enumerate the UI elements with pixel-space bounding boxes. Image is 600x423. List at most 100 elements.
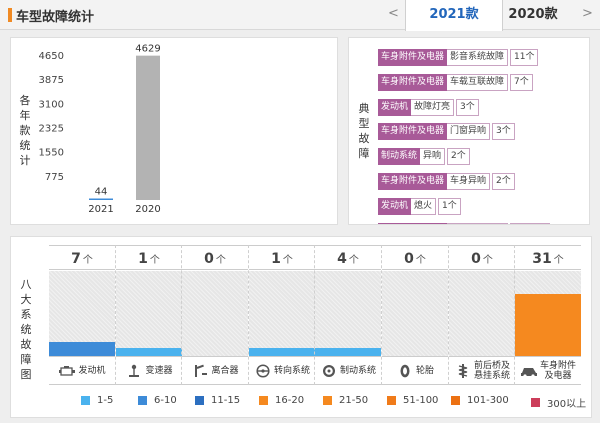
count-unit: 个 <box>149 255 160 266</box>
fault-row[interactable]: 车身附件及电器 车载互联故障 7个 <box>378 73 550 91</box>
system-column[interactable]: 0 个轮胎 <box>382 245 448 385</box>
legend-item: 300以上 <box>531 395 586 410</box>
fault-count: 1471个 <box>510 222 550 224</box>
year-stats-panel: 各 年 款 统 计 775 1550 2325 3100 3875 4650 44 2021 4… <box>10 37 338 225</box>
ylabel-char: 各 <box>19 94 31 107</box>
system-column[interactable]: 31 个车身附件 及电器 <box>515 245 581 385</box>
legend-swatch <box>195 396 204 405</box>
car-body-icon <box>520 364 538 378</box>
prev-arrow-icon[interactable]: < <box>388 6 399 21</box>
system-name-cell: 轮胎 <box>382 356 448 385</box>
ylabel-char: 统 <box>19 139 31 152</box>
suspension-icon <box>454 363 472 378</box>
year-bar-chart: 775 1550 2325 3100 3875 4650 44 2021 4629 2020 <box>39 44 161 215</box>
label-char: 统 <box>20 323 32 336</box>
fault-row[interactable]: 发动机 故障灯亮 3个 <box>378 98 550 116</box>
tab-2021[interactable]: 2021款 <box>405 0 503 31</box>
system-bar-area <box>49 271 115 356</box>
legend-label: 16-20 <box>275 395 305 406</box>
system-bar[interactable] <box>249 348 315 356</box>
legend-label: 21-50 <box>339 395 369 406</box>
system-name: 车身附件 及电器 <box>539 360 576 381</box>
bar-value-label: 44 <box>95 187 108 198</box>
x-tick-label: 2020 <box>135 204 160 215</box>
system-column[interactable]: 4 个制动系统 <box>315 245 381 385</box>
legend-item: 1-5 <box>81 395 113 406</box>
fault-count: 2个 <box>492 172 515 190</box>
fault-count: 7个 <box>510 73 533 91</box>
system-bar[interactable] <box>515 294 581 356</box>
legend-swatch <box>387 396 396 405</box>
fault-list: 车身附件及电器 影音系统故障 11个 车身附件及电器 车载互联故障 7个 发动机 故障灯亮 3个… <box>378 49 550 224</box>
label-char: 障 <box>20 353 32 366</box>
system-column[interactable]: 7 个发动机 <box>49 245 115 385</box>
count-number: 1 <box>271 251 281 267</box>
fault-count: 11个 <box>510 49 539 66</box>
bar-2020[interactable] <box>136 55 160 200</box>
severity-legend: 1-5 6-10 11-15 16-20 21-50 51-100 101-300 300以上 <box>81 395 591 410</box>
fault-row[interactable]: 发动机 熄火 1个 <box>378 197 550 215</box>
label-char: 系 <box>20 308 32 321</box>
bar-value-label: 4629 <box>135 44 160 55</box>
system-faults-label: 八 大 系 统 故 障 图 <box>19 277 33 382</box>
system-column[interactable]: 1 个转向系统 <box>249 245 315 385</box>
fault-row[interactable]: 车身附件及电器影音系统故障1471个 <box>378 222 550 224</box>
system-bar-area <box>182 271 248 356</box>
fault-category-tag: 车身附件及电器 <box>378 172 448 190</box>
system-bar-area <box>116 271 182 356</box>
system-column[interactable]: 1 个变速器 <box>116 245 182 385</box>
system-bar[interactable] <box>116 348 182 356</box>
fault-name: 异响 <box>420 148 446 166</box>
y-tick-label: 1550 <box>39 148 64 159</box>
system-name-cell: 变速器 <box>116 356 182 385</box>
column-divider <box>314 245 315 385</box>
system-bar[interactable] <box>315 348 381 356</box>
legend-label: 6-10 <box>154 395 177 406</box>
count-unit: 个 <box>553 255 564 266</box>
legend-item: 51-100 <box>387 395 438 406</box>
fault-row[interactable]: 制动系统 异响 2个 <box>378 148 550 166</box>
system-bar[interactable] <box>49 342 115 356</box>
header-bar: 车型故障统计 < 2021款 2020款 > <box>0 0 600 31</box>
system-column[interactable]: 0 个离合器 <box>182 245 248 385</box>
legend-label: 1-5 <box>97 395 114 406</box>
year-chart-ylabel: 各 年 款 统 计 <box>19 93 31 168</box>
system-bar-area <box>382 271 448 356</box>
count-unit: 个 <box>482 255 493 266</box>
legend-item: 21-50 <box>323 395 368 406</box>
system-column[interactable]: 0 个前后桥及 悬挂系统 <box>449 245 515 385</box>
legend-item: 16-20 <box>259 395 304 406</box>
system-bar-area <box>449 271 515 356</box>
gear-shift-icon <box>125 364 143 378</box>
label-char: 障 <box>358 147 370 160</box>
fault-category-tag: 车身附件及电器 <box>378 73 448 91</box>
system-name-cell: 转向系统 <box>249 356 315 385</box>
legend-label: 300以上 <box>547 399 587 410</box>
ylabel-char: 款 <box>19 124 31 137</box>
count-unit: 个 <box>282 255 293 266</box>
column-divider <box>381 245 382 385</box>
system-faults-chart: 7 个发动机 1 个变速器 0 个离合器 1 个转向系统 4 个制动系统 0 个轮胎 0 个前后桥及 悬挂系… <box>49 245 582 385</box>
fault-row[interactable]: 车身附件及电器 影音系统故障 11个 <box>378 49 550 66</box>
column-divider <box>115 245 116 385</box>
typical-faults-panel: 典 型 故 障 车身附件及电器 影音系统故障 11个 车身附件及电器 车载互联故障 7个发… <box>348 37 590 225</box>
legend-swatch <box>451 396 460 405</box>
fault-count: 2个 <box>447 148 470 166</box>
column-divider <box>181 245 182 385</box>
fault-name: 车载互联故障 <box>447 73 509 91</box>
next-arrow-icon[interactable]: > <box>582 6 593 21</box>
tab-2020[interactable]: 2020款 <box>508 7 558 22</box>
fault-row[interactable]: 车身附件及电器 门窗异响 3个 <box>378 123 550 141</box>
count-number: 7 <box>71 251 81 267</box>
bar-2021[interactable] <box>89 198 113 201</box>
legend-swatch <box>259 396 268 405</box>
fault-row[interactable]: 车身附件及电器 车身异响 2个 <box>378 172 550 190</box>
fault-category-tag: 制动系统 <box>378 148 421 166</box>
legend-swatch <box>81 396 90 405</box>
